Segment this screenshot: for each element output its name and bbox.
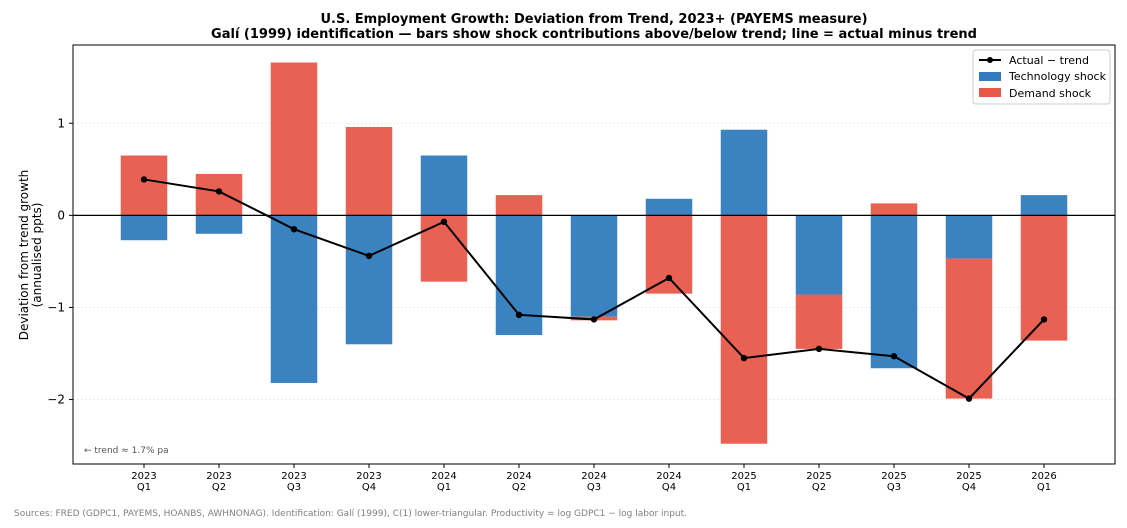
demand-shockbar bbox=[870, 203, 918, 216]
technology-shockbar bbox=[420, 155, 468, 216]
x-tick-quarter: Q3 bbox=[587, 482, 601, 493]
x-tick-year: 2023 bbox=[356, 471, 381, 482]
actual-trend-point bbox=[515, 311, 523, 319]
source-footnote: Sources: FRED (GDPC1, PAYEMS, HOANBS, AW… bbox=[14, 509, 687, 519]
demand-shockbar bbox=[645, 215, 693, 294]
actual-trend-point bbox=[815, 345, 823, 353]
technology-shockbar bbox=[870, 215, 918, 369]
x-tick-year: 2024 bbox=[656, 471, 681, 482]
x-tick-year: 2026 bbox=[1031, 471, 1056, 482]
legend-label-actual: Actual − trend bbox=[1009, 54, 1089, 67]
actual-trend-point bbox=[290, 225, 298, 233]
demand-shockbar bbox=[270, 62, 318, 216]
x-tick-quarter: Q2 bbox=[812, 482, 826, 493]
actual-trend-point bbox=[365, 252, 373, 260]
actual-trend-point bbox=[665, 274, 673, 282]
demand-shockbar bbox=[495, 195, 543, 216]
x-tick-year: 2023 bbox=[281, 471, 306, 482]
y-axis-label: Deviation from trend growth (annualised … bbox=[17, 170, 44, 341]
x-tick-quarter: Q4 bbox=[362, 482, 376, 493]
x-tick-quarter: Q1 bbox=[437, 482, 451, 493]
legend: Actual − trend Technology shock Demand s… bbox=[972, 49, 1111, 105]
legend-label-demand: Demand shock bbox=[1009, 87, 1092, 100]
y-tick-label: −1 bbox=[47, 300, 65, 314]
x-tick-year: 2025 bbox=[731, 471, 756, 482]
x-tick-quarter: Q1 bbox=[1037, 482, 1051, 493]
x-tick-year: 2024 bbox=[431, 471, 456, 482]
x-tick-quarter: Q2 bbox=[212, 482, 226, 493]
technology-shockbar bbox=[945, 215, 993, 259]
plot-area: −2−101 2023Q12023Q22023Q32023Q42024Q1202… bbox=[47, 44, 1116, 493]
x-tick-year: 2023 bbox=[206, 471, 231, 482]
technology-shockbar bbox=[795, 215, 843, 295]
demand-shockbar bbox=[120, 155, 168, 216]
chart-subtitle: Galí (1999) identification — bars show s… bbox=[211, 27, 977, 42]
x-tick-quarter: Q1 bbox=[137, 482, 151, 493]
technology-shockbar bbox=[1020, 195, 1068, 216]
technology-shockbar bbox=[120, 215, 168, 241]
actual-trend-point bbox=[740, 354, 748, 362]
y-axis-label-line2: (annualised ppts) bbox=[30, 203, 44, 308]
y-axis-ticks: −2 −1 0 1 bbox=[47, 116, 73, 407]
x-tick-year: 2023 bbox=[131, 471, 156, 482]
trend-note: ← trend ≈ 1.7% pa bbox=[84, 446, 169, 456]
x-tick-year: 2024 bbox=[581, 471, 606, 482]
x-axis-ticks: 2023Q12023Q22023Q32023Q42024Q12024Q22024… bbox=[131, 464, 1057, 493]
x-tick-quarter: Q3 bbox=[287, 482, 301, 493]
bars bbox=[120, 62, 1068, 444]
actual-trend-point bbox=[590, 316, 598, 323]
demand-shockbar bbox=[345, 126, 393, 216]
technology-shockbar bbox=[720, 129, 768, 216]
actual-trend-point bbox=[965, 395, 973, 402]
actual-trend-point bbox=[140, 176, 148, 183]
x-tick-quarter: Q3 bbox=[887, 482, 901, 493]
x-tick-quarter: Q4 bbox=[962, 482, 976, 493]
chart-title: U.S. Employment Growth: Deviation from T… bbox=[320, 12, 867, 27]
technology-shockbar bbox=[645, 198, 693, 216]
legend-technology-swatch bbox=[979, 72, 1001, 81]
x-tick-year: 2024 bbox=[506, 471, 531, 482]
y-tick-label: 1 bbox=[57, 116, 65, 130]
legend-demand-swatch bbox=[979, 88, 1001, 97]
y-tick-label: −2 bbox=[47, 393, 65, 407]
x-tick-year: 2025 bbox=[881, 471, 906, 482]
technology-shockbar bbox=[195, 215, 243, 234]
x-tick-quarter: Q4 bbox=[662, 482, 676, 493]
technology-shockbar bbox=[570, 215, 618, 317]
demand-shockbar bbox=[945, 258, 993, 399]
demand-shockbar bbox=[420, 215, 468, 282]
demand-shockbar bbox=[195, 173, 243, 216]
y-tick-label: 0 bbox=[57, 208, 65, 222]
actual-trend-point bbox=[1040, 316, 1048, 323]
legend-label-technology: Technology shock bbox=[1008, 70, 1107, 83]
actual-minus-trend-line bbox=[140, 176, 1048, 402]
actual-trend-point bbox=[890, 353, 898, 360]
technology-shockbar bbox=[345, 215, 393, 345]
demand-shockbar bbox=[720, 215, 768, 444]
x-tick-year: 2025 bbox=[806, 471, 831, 482]
x-tick-quarter: Q2 bbox=[512, 482, 526, 493]
actual-trend-point bbox=[215, 188, 223, 195]
demand-shockbar bbox=[795, 294, 843, 349]
legend-box bbox=[972, 49, 1111, 105]
y-axis-label-line1: Deviation from trend growth bbox=[17, 170, 31, 341]
legend-marker-swatch bbox=[987, 57, 993, 63]
x-tick-quarter: Q1 bbox=[737, 482, 751, 493]
technology-shockbar bbox=[270, 215, 318, 383]
actual-trend-point bbox=[440, 218, 448, 226]
x-tick-year: 2025 bbox=[956, 471, 981, 482]
